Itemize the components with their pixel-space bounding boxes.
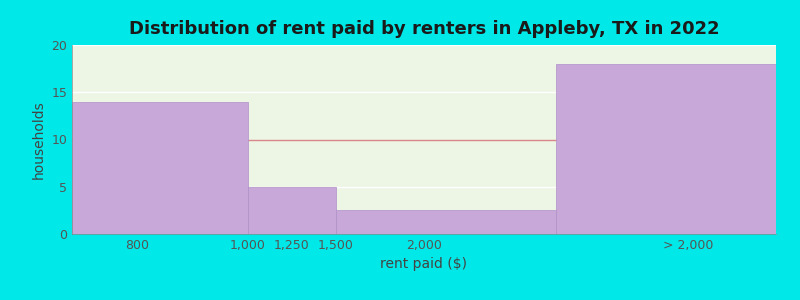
Title: Distribution of rent paid by renters in Appleby, TX in 2022: Distribution of rent paid by renters in … [129, 20, 719, 38]
Bar [248, 187, 336, 234]
X-axis label: rent paid ($): rent paid ($) [381, 257, 467, 272]
Bar [336, 210, 556, 234]
Bar [556, 64, 776, 234]
Y-axis label: households: households [32, 100, 46, 179]
Bar [72, 102, 248, 234]
